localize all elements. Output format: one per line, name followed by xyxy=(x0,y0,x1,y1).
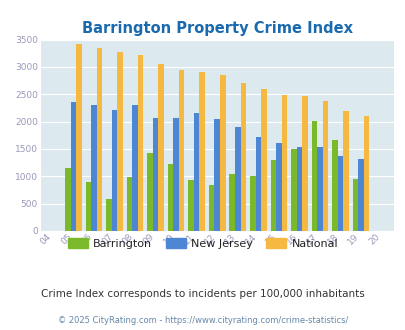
Bar xyxy=(240,83,245,231)
Bar xyxy=(96,49,102,231)
Legend: Barrington, New Jersey, National: Barrington, New Jersey, National xyxy=(63,234,342,253)
Bar xyxy=(167,164,173,231)
Bar xyxy=(70,102,76,231)
Bar xyxy=(296,147,301,231)
Bar xyxy=(301,96,307,231)
Bar xyxy=(357,159,363,231)
Bar xyxy=(132,105,138,231)
Bar xyxy=(188,180,194,231)
Bar xyxy=(85,182,91,231)
Bar xyxy=(179,70,184,231)
Bar xyxy=(199,72,205,231)
Bar xyxy=(249,176,255,231)
Bar xyxy=(229,174,234,231)
Bar xyxy=(214,119,220,231)
Bar xyxy=(311,121,316,231)
Title: Barrington Property Crime Index: Barrington Property Crime Index xyxy=(81,21,352,36)
Text: Crime Index corresponds to incidents per 100,000 inhabitants: Crime Index corresponds to incidents per… xyxy=(41,289,364,299)
Bar xyxy=(126,178,132,231)
Bar xyxy=(194,113,199,231)
Bar xyxy=(255,137,260,231)
Bar xyxy=(152,118,158,231)
Bar xyxy=(363,115,369,231)
Bar xyxy=(352,179,357,231)
Bar xyxy=(65,168,70,231)
Bar xyxy=(270,160,275,231)
Bar xyxy=(290,149,296,231)
Bar xyxy=(138,55,143,231)
Bar xyxy=(117,52,123,231)
Bar xyxy=(106,199,111,231)
Bar xyxy=(220,75,225,231)
Bar xyxy=(281,95,286,231)
Bar xyxy=(111,110,117,231)
Bar xyxy=(322,101,327,231)
Bar xyxy=(342,111,348,231)
Bar xyxy=(260,89,266,231)
Bar xyxy=(331,140,337,231)
Bar xyxy=(234,127,240,231)
Bar xyxy=(275,143,281,231)
Bar xyxy=(316,147,322,231)
Bar xyxy=(76,44,81,231)
Bar xyxy=(158,64,164,231)
Bar xyxy=(173,118,179,231)
Bar xyxy=(337,156,342,231)
Bar xyxy=(91,105,96,231)
Bar xyxy=(147,153,152,231)
Bar xyxy=(209,184,214,231)
Text: © 2025 CityRating.com - https://www.cityrating.com/crime-statistics/: © 2025 CityRating.com - https://www.city… xyxy=(58,315,347,325)
